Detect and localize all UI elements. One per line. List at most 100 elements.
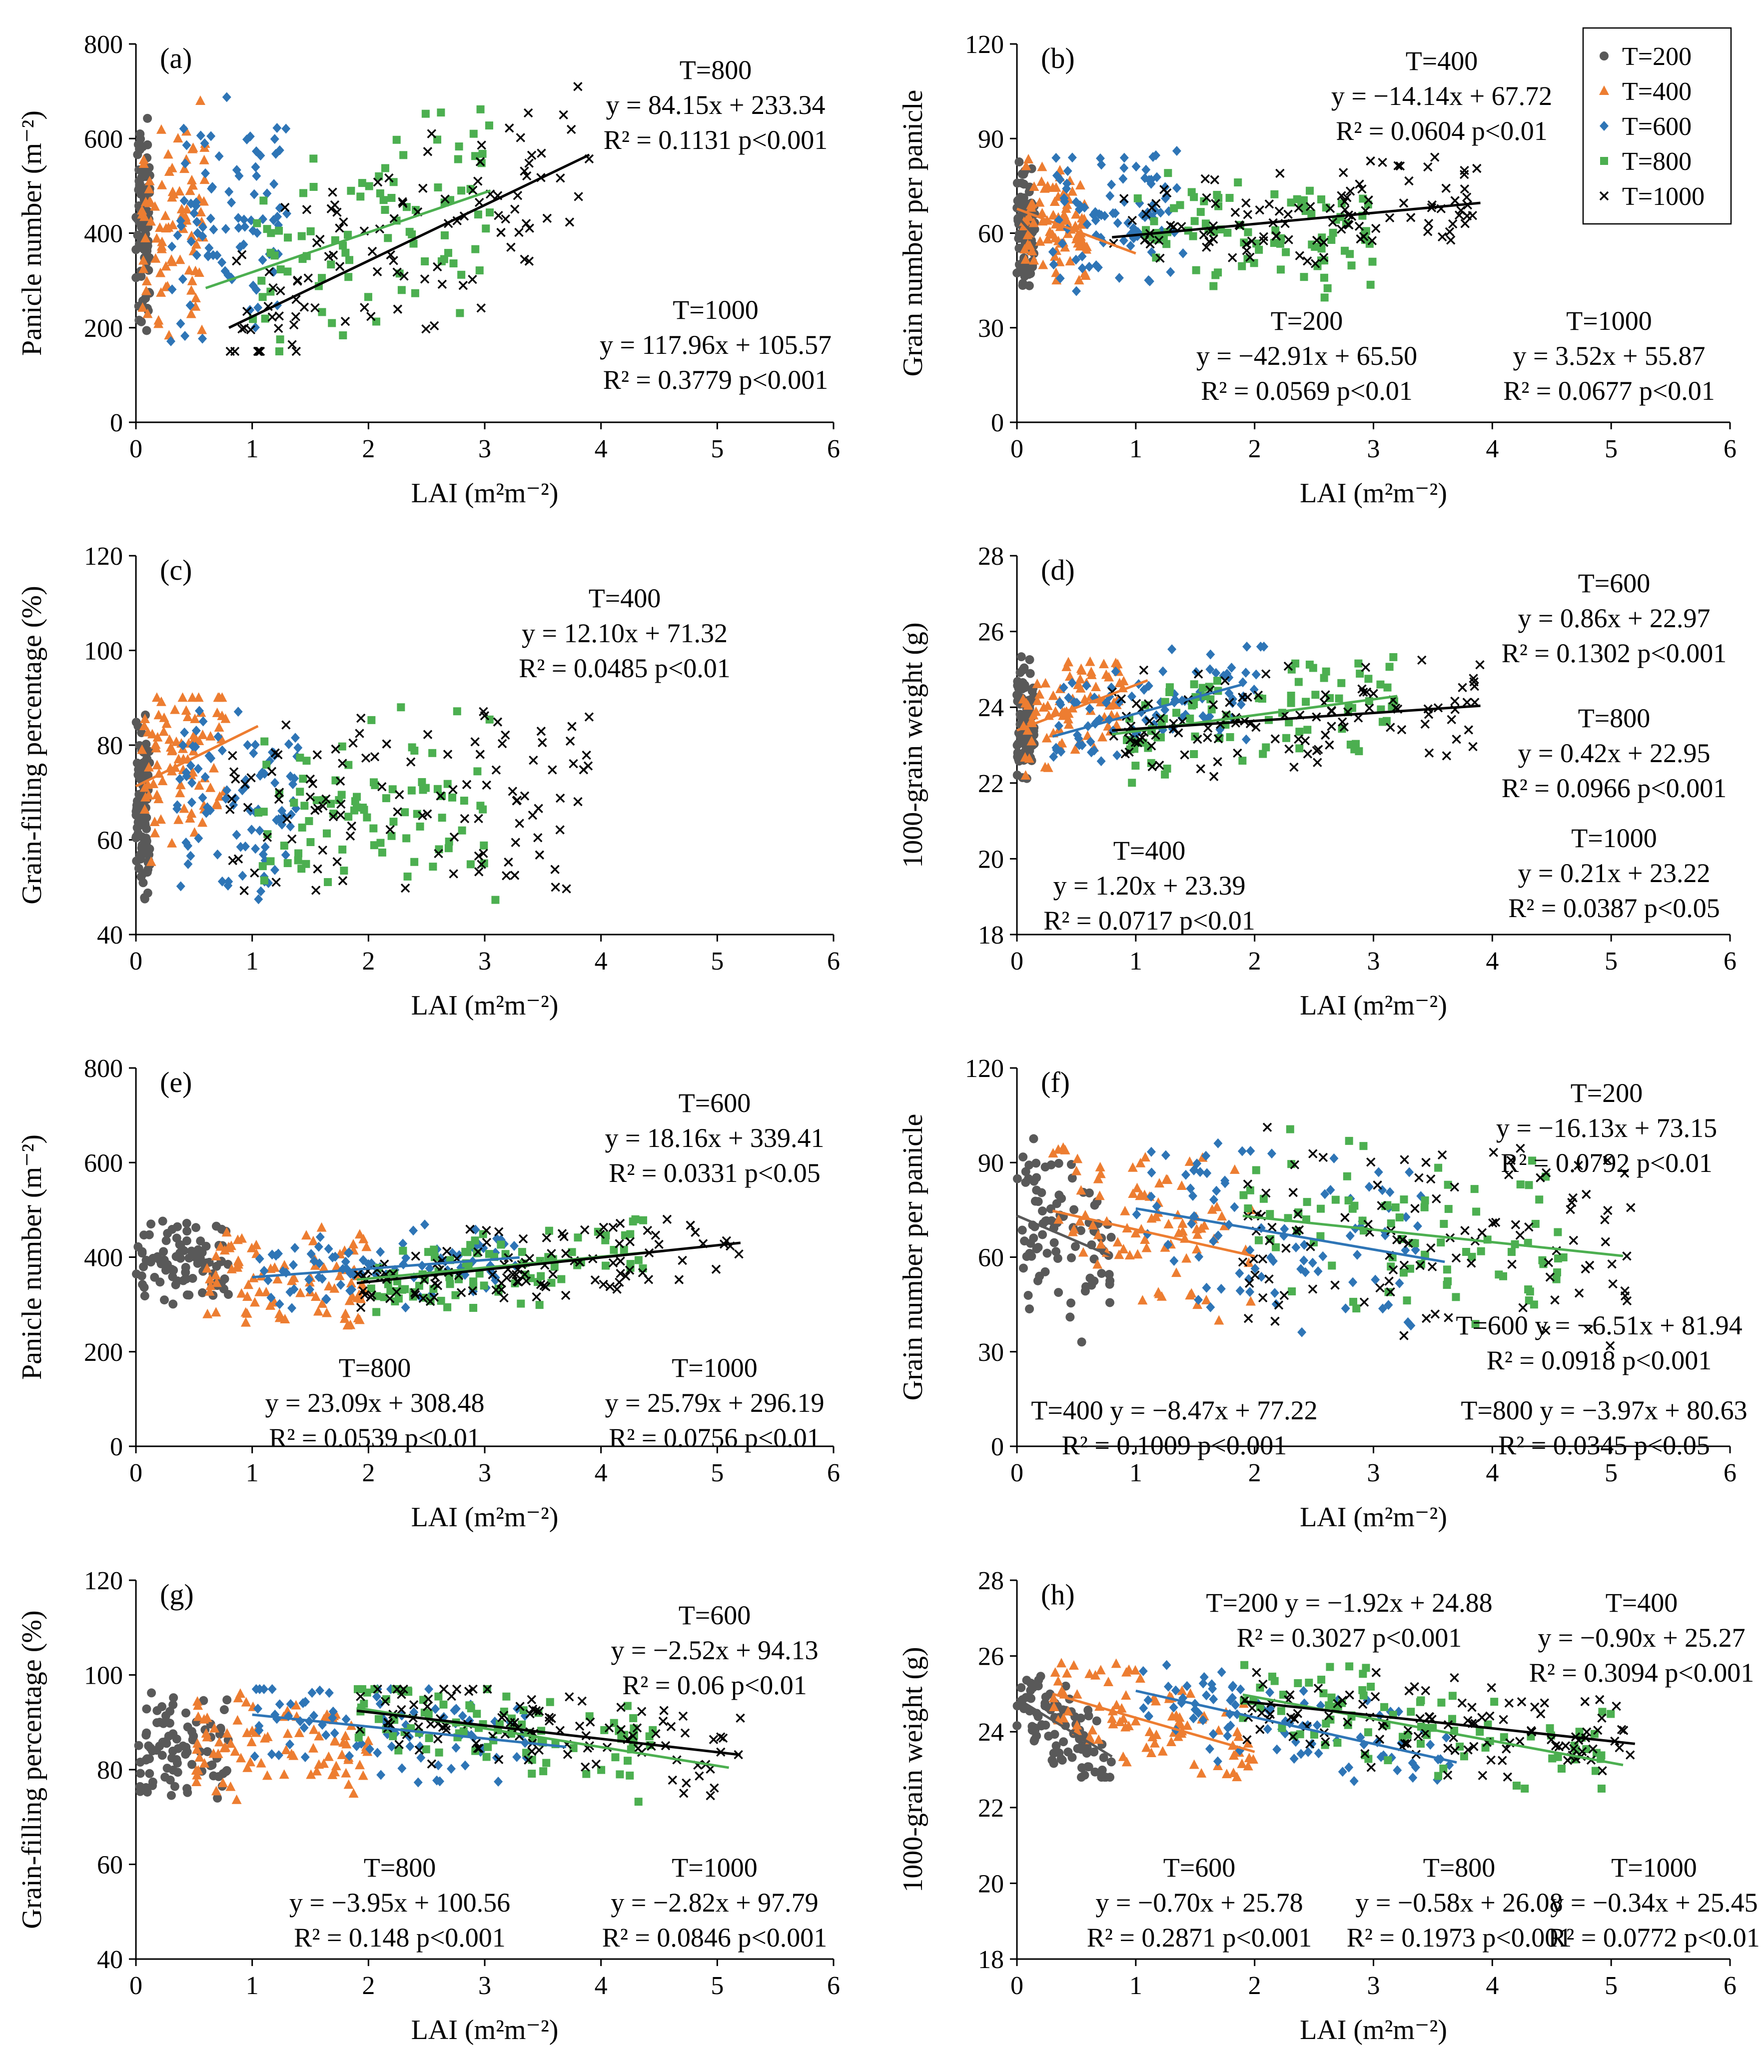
data-point bbox=[451, 1743, 461, 1753]
data-point bbox=[514, 227, 524, 237]
data-point bbox=[1403, 1296, 1411, 1305]
y-tick-label: 90 bbox=[978, 1149, 1004, 1177]
x-tick-label: 3 bbox=[1367, 947, 1380, 976]
data-point bbox=[315, 234, 325, 244]
data-point bbox=[1090, 1200, 1099, 1210]
data-point bbox=[176, 881, 185, 892]
regression-annotation: R² = 0.1131 p<0.001 bbox=[604, 125, 828, 155]
data-point bbox=[1020, 770, 1031, 780]
data-point bbox=[277, 806, 287, 816]
data-point bbox=[175, 780, 186, 790]
data-point bbox=[254, 894, 263, 905]
data-point bbox=[466, 860, 475, 869]
data-point bbox=[220, 266, 230, 276]
data-point bbox=[1371, 1668, 1381, 1677]
data-point bbox=[1281, 1243, 1291, 1253]
data-point bbox=[1161, 1150, 1170, 1160]
data-point bbox=[1137, 733, 1147, 743]
data-point bbox=[400, 883, 410, 893]
x-tick-label: 0 bbox=[129, 435, 142, 463]
data-point bbox=[177, 209, 187, 219]
data-point bbox=[458, 826, 466, 835]
data-point bbox=[276, 265, 285, 274]
data-point bbox=[213, 732, 223, 742]
trend-line bbox=[1016, 207, 1136, 255]
data-point bbox=[590, 1275, 600, 1285]
data-point bbox=[324, 878, 332, 887]
regression-annotation: R² = 0.3779 p<0.001 bbox=[603, 365, 829, 395]
data-point bbox=[1603, 1205, 1613, 1215]
data-point bbox=[299, 775, 307, 783]
data-point bbox=[1076, 213, 1087, 223]
data-point bbox=[1595, 1695, 1605, 1705]
data-point bbox=[155, 267, 166, 277]
y-tick-label: 26 bbox=[978, 618, 1004, 647]
data-point bbox=[1031, 1158, 1041, 1168]
data-point bbox=[1108, 208, 1118, 218]
data-point bbox=[1246, 1186, 1254, 1194]
data-point bbox=[1088, 1220, 1098, 1230]
data-point bbox=[474, 814, 483, 824]
data-point bbox=[177, 1245, 187, 1254]
data-point bbox=[1387, 1219, 1395, 1227]
data-point bbox=[1462, 192, 1472, 202]
data-point bbox=[1366, 1763, 1376, 1772]
data-point bbox=[1074, 204, 1084, 214]
data-point bbox=[255, 1253, 264, 1264]
data-point bbox=[1062, 1668, 1072, 1678]
data-point bbox=[1361, 1751, 1369, 1760]
data-point bbox=[1160, 1242, 1170, 1252]
data-point bbox=[1075, 683, 1086, 693]
data-point bbox=[236, 842, 245, 852]
x-axis-label: LAI (m²m⁻²) bbox=[411, 2015, 559, 2046]
data-point bbox=[1380, 1703, 1389, 1711]
data-point bbox=[1344, 1196, 1353, 1205]
data-point bbox=[242, 306, 252, 316]
data-point bbox=[1563, 1756, 1573, 1765]
data-point bbox=[348, 1788, 359, 1798]
data-point bbox=[271, 878, 281, 887]
data-point bbox=[185, 300, 195, 310]
data-point bbox=[710, 1783, 719, 1793]
data-point bbox=[638, 1268, 648, 1277]
data-point bbox=[198, 231, 207, 241]
data-point bbox=[1582, 1189, 1591, 1199]
regression-annotation: R² = 0.3027 p<0.001 bbox=[1237, 1623, 1462, 1653]
data-point bbox=[258, 255, 267, 265]
x-tick-label: 3 bbox=[1367, 1459, 1380, 1487]
data-point bbox=[315, 1258, 324, 1268]
data-point bbox=[158, 1738, 167, 1747]
data-point bbox=[249, 189, 259, 199]
data-point bbox=[1128, 779, 1136, 787]
data-point bbox=[228, 751, 237, 761]
data-point bbox=[1071, 286, 1081, 296]
data-point bbox=[584, 712, 594, 722]
data-point bbox=[1053, 1676, 1063, 1686]
data-point bbox=[529, 755, 538, 765]
data-point bbox=[437, 279, 447, 289]
data-point bbox=[1420, 1203, 1429, 1211]
data-point bbox=[359, 804, 367, 812]
data-point bbox=[1597, 1751, 1606, 1760]
data-point bbox=[341, 248, 350, 257]
data-point bbox=[434, 1692, 443, 1701]
data-point bbox=[449, 259, 458, 268]
data-point bbox=[138, 154, 149, 164]
data-point bbox=[474, 210, 482, 219]
data-point bbox=[1226, 1695, 1235, 1706]
data-point bbox=[1547, 1735, 1556, 1745]
data-point bbox=[1337, 679, 1346, 687]
data-point bbox=[1597, 1713, 1607, 1723]
data-point bbox=[1146, 1191, 1156, 1202]
data-point bbox=[240, 780, 250, 789]
data-point bbox=[276, 286, 285, 296]
data-point bbox=[1209, 282, 1218, 290]
data-point bbox=[270, 778, 280, 788]
data-point bbox=[1388, 1265, 1398, 1275]
data-point bbox=[1490, 1698, 1499, 1706]
data-point bbox=[1437, 1150, 1447, 1160]
regression-annotation: T=600 bbox=[679, 1600, 751, 1630]
data-point bbox=[221, 223, 230, 234]
data-point bbox=[1039, 183, 1050, 193]
data-point bbox=[1151, 198, 1161, 208]
